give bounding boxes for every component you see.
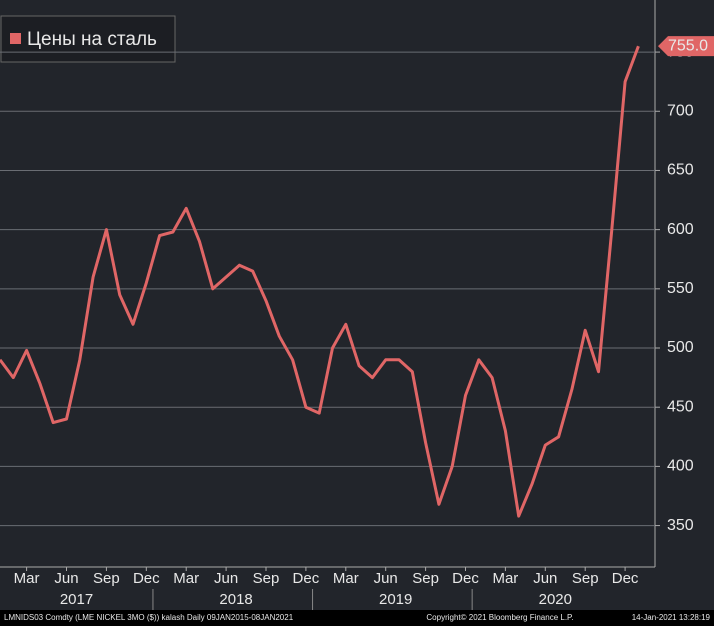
x-tick-label: Dec	[612, 570, 639, 587]
x-tick-label: Dec	[133, 570, 160, 587]
footer-center: Copyright© 2021 Bloomberg Finance L.P.	[426, 613, 573, 622]
x-tick-label: Dec	[452, 570, 479, 587]
x-tick-label: Jun	[54, 570, 78, 587]
x-tick-label: Jun	[533, 570, 557, 587]
background	[0, 0, 714, 610]
y-tick-label: 400	[667, 458, 694, 475]
footer-right: 14-Jan-2021 13:28:19	[632, 613, 711, 622]
year-label: 2018	[219, 591, 252, 608]
x-tick-label: Sep	[572, 570, 599, 587]
x-tick-label: Sep	[412, 570, 439, 587]
line	[0, 45, 640, 518]
x-tick-label: Jun	[214, 570, 238, 587]
y-tick-label: 650	[667, 162, 694, 179]
y-tick-label: 600	[667, 221, 694, 238]
y-tick-label: 350	[667, 517, 694, 534]
value-tag	[658, 36, 714, 57]
x-tick-label: Mar	[333, 570, 359, 587]
footer-left: LMNIDS03 Comdty (LME NICKEL 3MO ($)) kal…	[4, 613, 294, 622]
legend-label: Цены на сталь	[27, 29, 157, 50]
x-tick-label: Dec	[293, 570, 320, 587]
x-tick-label: Jun	[374, 570, 398, 587]
value-label: 755.0	[668, 37, 708, 54]
x-tick-label: Mar	[173, 570, 199, 587]
year-label: 2017	[60, 591, 93, 608]
y-tick-label: 450	[667, 398, 694, 415]
y-tick-label: 550	[667, 280, 694, 297]
x-tick-label: Sep	[93, 570, 120, 587]
y-tick-label: 500	[667, 339, 694, 356]
legend-swatch	[10, 33, 21, 44]
x-tick-label: Mar	[492, 570, 518, 587]
y-tick-label: 700	[667, 102, 694, 119]
x-tick-label: Sep	[253, 570, 280, 587]
x-tick-label: Mar	[14, 570, 40, 587]
year-label: 2020	[539, 591, 572, 608]
year-label: 2019	[379, 591, 412, 608]
footer-bg	[0, 610, 714, 626]
legend	[0, 15, 176, 63]
